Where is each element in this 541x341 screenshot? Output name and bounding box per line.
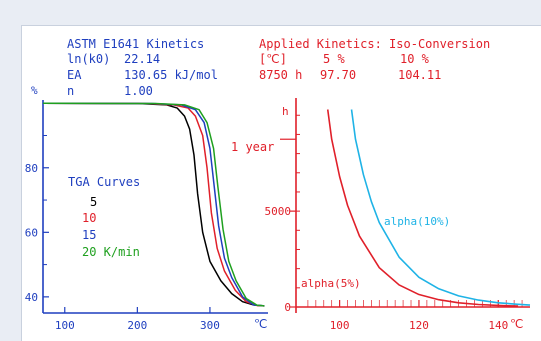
tga-legend-entry: 5 — [90, 195, 97, 209]
chart-panel — [22, 26, 541, 341]
table-unit-header: [℃] — [259, 52, 287, 66]
lifetime-series-label: alpha(10%) — [384, 215, 450, 228]
table-row-label: 8750 h — [259, 68, 303, 82]
lifetime-y-tick-label: 0 — [284, 301, 291, 314]
ea-value: 130.65 kJ/mol — [124, 68, 218, 82]
one-year-annotation: 1 year — [231, 140, 274, 154]
tga-x-tick-label: 100 — [55, 319, 75, 332]
tga-legend-entry: 15 — [82, 228, 96, 242]
tga-x-axis-label: ℃ — [254, 317, 267, 331]
tga-curve-5 — [42, 102, 265, 307]
table-col-10pct: 10 % — [400, 52, 429, 66]
tga-y-tick-label: 40 — [25, 291, 38, 304]
tga-legend-title: TGA Curves — [68, 175, 140, 189]
n-value: 1.00 — [124, 84, 153, 98]
applied-kinetics-title: Applied Kinetics: Iso-Conversion — [259, 37, 491, 51]
tga-y-tick-label: 60 — [25, 226, 38, 239]
lifetime-curve-alpha10 — [350, 109, 531, 306]
lifetime-axes: h ℃ 1 year — [231, 98, 530, 331]
tga-curve-20 — [42, 102, 265, 307]
ea-label: EA — [67, 68, 82, 82]
tga-curve-15 — [42, 102, 265, 307]
tga-y-tick-label: 80 — [25, 162, 38, 175]
tga-curve-10 — [42, 102, 265, 307]
lifetime-curve-alpha5 — [326, 109, 519, 307]
lifetime-x-tick-label: 120 — [409, 319, 429, 332]
tga-y-axis-label: % — [31, 84, 38, 97]
lifetime-y-axis-label: h — [282, 105, 289, 118]
tga-x-tick-label: 200 — [127, 319, 147, 332]
lnk0-label: ln(k0) — [67, 52, 111, 66]
table-val-5pct: 97.70 — [320, 68, 357, 82]
n-label: n — [67, 84, 75, 98]
lifetime-series-label: alpha(5%) — [301, 277, 361, 290]
table-val-10pct: 104.11 — [398, 68, 442, 82]
tga-x-tick-label: 300 — [200, 319, 220, 332]
lifetime-x-tick-label: 140 — [488, 319, 508, 332]
kinetics-title: ASTM E1641 Kinetics — [67, 37, 205, 51]
lifetime-y-tick-label: 5000 — [265, 205, 292, 218]
tga-legend-entry: 10 — [82, 211, 96, 225]
tga-legend-entry: 20 K/min — [82, 245, 140, 259]
lnk0-value: 22.14 — [124, 52, 161, 66]
lifetime-x-tick-label: 100 — [330, 319, 350, 332]
lifetime-x-axis-label: ℃ — [510, 317, 523, 331]
table-col-5pct: 5 % — [323, 52, 345, 66]
